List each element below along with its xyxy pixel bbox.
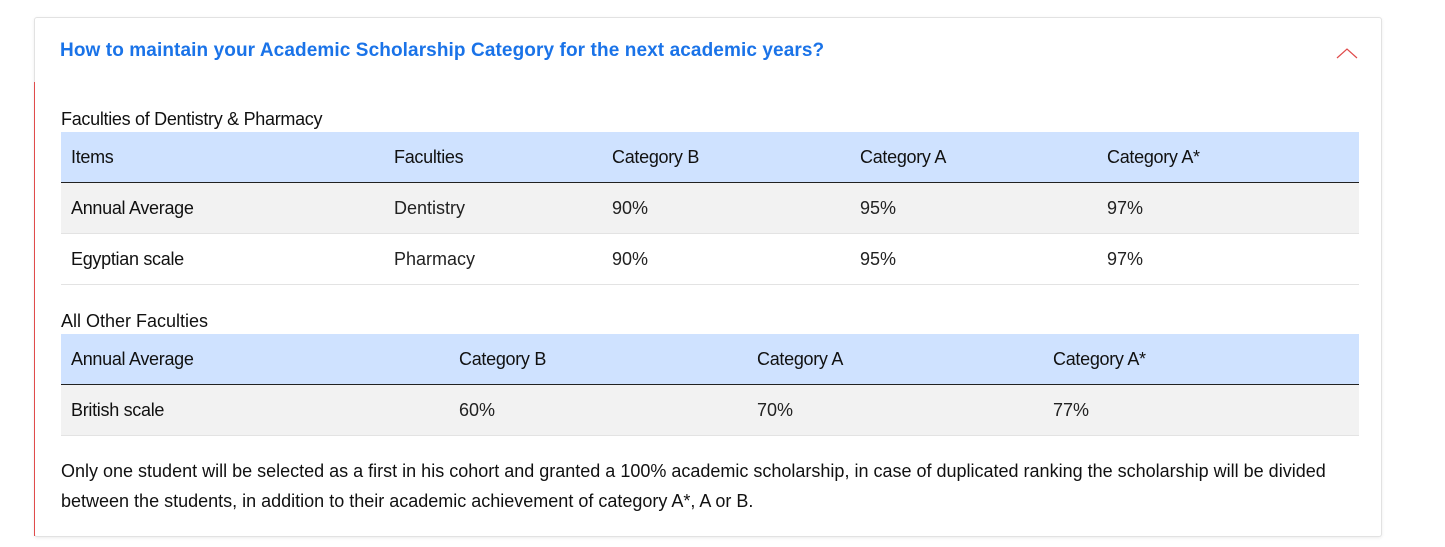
table-cell: 90% [602, 182, 850, 234]
table-cell: British scale [61, 384, 449, 436]
table-cell: 97% [1097, 182, 1359, 234]
section-label-other-faculties: All Other Faculties [61, 311, 209, 331]
table-row: Annual Average Dentistry 90% 95% 97% [61, 182, 1359, 234]
table-cell: Dentistry [384, 182, 602, 234]
accordion-title[interactable]: How to maintain your Academic Scholarshi… [60, 40, 825, 61]
table-cell: 70% [747, 384, 1043, 436]
accordion-accent-bar [34, 82, 35, 536]
column-header-category-a-star: Category A* [1097, 132, 1359, 183]
table-cell: Pharmacy [384, 233, 602, 285]
table-row: Egyptian scale Pharmacy 90% 95% 97% [61, 233, 1359, 285]
table-header-row: Items Faculties Category B Category A Ca… [61, 132, 1359, 183]
column-header-items: Items [61, 132, 384, 183]
table-cell: 60% [449, 384, 747, 436]
table-header-row: Annual Average Category B Category A Cat… [61, 334, 1359, 385]
accordion-header[interactable]: How to maintain your Academic Scholarshi… [35, 18, 1381, 84]
column-header-category-a: Category A [747, 334, 1043, 385]
table-cell: Egyptian scale [61, 233, 384, 285]
scholarship-note: Only one student will be selected as a f… [61, 461, 1326, 511]
chevron-up-icon[interactable] [1335, 46, 1359, 60]
column-header-category-a: Category A [850, 132, 1097, 183]
table-row: British scale 60% 70% 77% [61, 384, 1359, 436]
table-cell: 90% [602, 233, 850, 285]
column-header-category-b: Category B [602, 132, 850, 183]
table-cell: Annual Average [61, 182, 384, 234]
other-faculties-table: Annual Average Category B Category A Cat… [61, 334, 1359, 436]
table-cell: 97% [1097, 233, 1359, 285]
column-header-faculties: Faculties [384, 132, 602, 183]
dentistry-pharmacy-table: Items Faculties Category B Category A Ca… [61, 132, 1359, 285]
table-cell: 77% [1043, 384, 1359, 436]
column-header-annual-average: Annual Average [61, 334, 449, 385]
section-label-dentistry-pharmacy: Faculties of Dentistry & Pharmacy [61, 109, 323, 129]
column-header-category-a-star: Category A* [1043, 334, 1359, 385]
accordion-body: Faculties of Dentistry & Pharmacy Items … [61, 106, 1359, 534]
table-cell: 95% [850, 233, 1097, 285]
scholarship-accordion: How to maintain your Academic Scholarshi… [34, 17, 1382, 537]
column-header-category-b: Category B [449, 334, 747, 385]
table-cell: 95% [850, 182, 1097, 234]
